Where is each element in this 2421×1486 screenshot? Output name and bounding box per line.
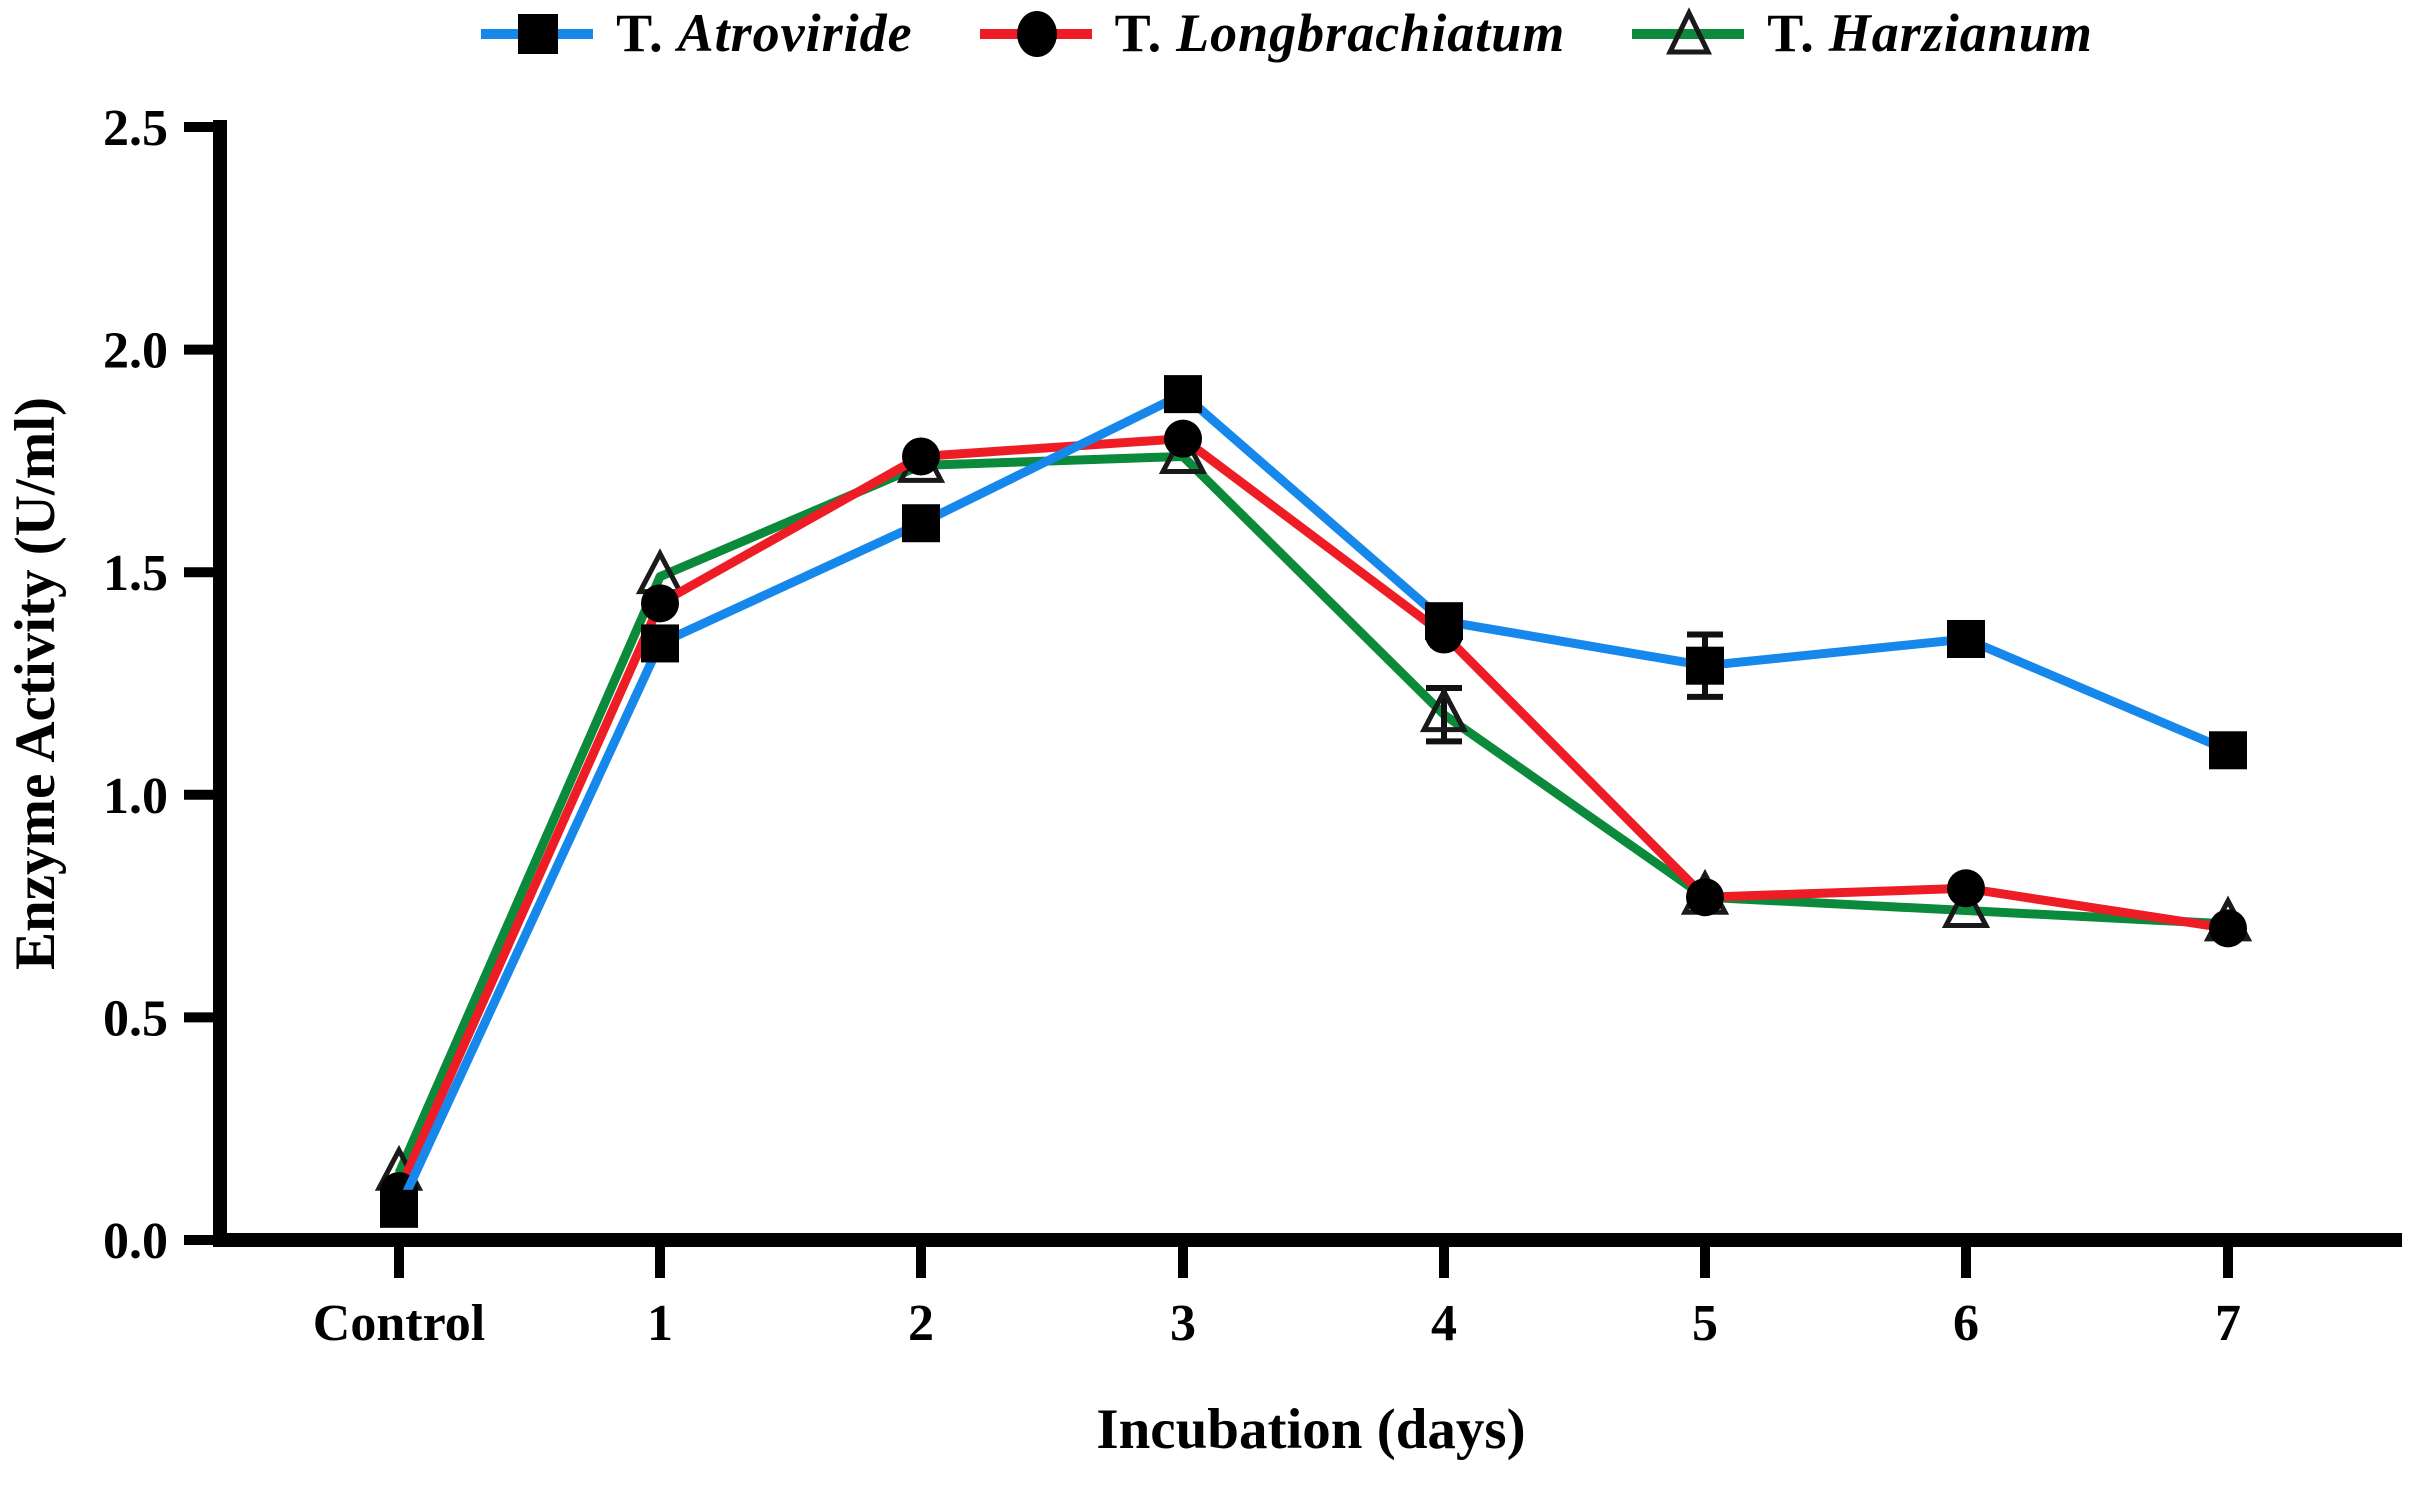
x-tick-label: 6 bbox=[1953, 1295, 1979, 1352]
y-axis-title: Enzyme Activity (U/ml) bbox=[4, 397, 67, 970]
series-line-atroviride bbox=[394, 389, 2230, 1211]
y-tick-label: 0.0 bbox=[103, 1213, 168, 1270]
x-tick-label: 4 bbox=[1431, 1295, 1457, 1352]
marker-square-atroviride bbox=[380, 1189, 418, 1228]
square-marker-icon bbox=[481, 14, 594, 54]
y-tick-label: 2.0 bbox=[103, 323, 168, 380]
marker-square-atroviride bbox=[1947, 619, 1985, 658]
marker-circle-longbrachiatum bbox=[1686, 878, 1724, 917]
x-tick-label: Control bbox=[313, 1295, 485, 1352]
marker-circle-longbrachiatum bbox=[641, 584, 679, 623]
y-tick-label: 2.5 bbox=[103, 100, 168, 157]
marker-circle-longbrachiatum bbox=[902, 437, 940, 476]
chart-legend: T. Atroviride T. Longbrachiatum T. Harzianu… bbox=[0, 2, 2421, 64]
marker-triangle-harzianum bbox=[1419, 686, 1469, 733]
y-tick-label: 0.5 bbox=[103, 990, 168, 1047]
marker-circle-longbrachiatum bbox=[1947, 869, 1985, 908]
y-tick-label: 1.0 bbox=[103, 768, 168, 825]
x-tick-label: 2 bbox=[908, 1295, 934, 1352]
legend-item-harzianum: T. Harzianum bbox=[1629, 2, 2093, 64]
marker-square-atroviride bbox=[1686, 646, 1724, 685]
x-tick-label: 1 bbox=[647, 1295, 673, 1352]
legend-label-harzianum: T. Harzianum bbox=[1767, 3, 2093, 63]
marker-square-atroviride bbox=[1164, 375, 1202, 414]
x-axis-title: Incubation (days) bbox=[1096, 1398, 1525, 1461]
marker-square-atroviride bbox=[641, 624, 679, 663]
marker-circle-longbrachiatum bbox=[2209, 909, 2247, 948]
y-tick-label: 1.5 bbox=[103, 545, 168, 602]
x-tick-label: 3 bbox=[1170, 1295, 1196, 1352]
legend-item-longbrachiatum: T. Longbrachiatum bbox=[977, 2, 1566, 64]
marker-circle-longbrachiatum bbox=[1164, 419, 1202, 458]
marker-square-atroviride bbox=[2209, 731, 2247, 770]
legend-label-atroviride: T. Atroviride bbox=[616, 3, 913, 63]
x-tick-label: 7 bbox=[2215, 1295, 2241, 1352]
series-line-longbrachiatum bbox=[394, 434, 2229, 1193]
marker-triangle-harzianum bbox=[1941, 882, 1991, 929]
x-tick-label: 5 bbox=[1692, 1295, 1718, 1352]
triangle-marker-icon bbox=[1632, 7, 1745, 55]
marker-square-atroviride bbox=[902, 504, 940, 543]
legend-item-atroviride: T. Atroviride bbox=[478, 2, 913, 64]
marker-square-atroviride bbox=[1425, 602, 1463, 641]
series-line-harzianum bbox=[394, 451, 2229, 1176]
circle-marker-icon bbox=[979, 11, 1092, 57]
legend-label-longbrachiatum: T. Longbrachiatum bbox=[1114, 3, 1566, 63]
